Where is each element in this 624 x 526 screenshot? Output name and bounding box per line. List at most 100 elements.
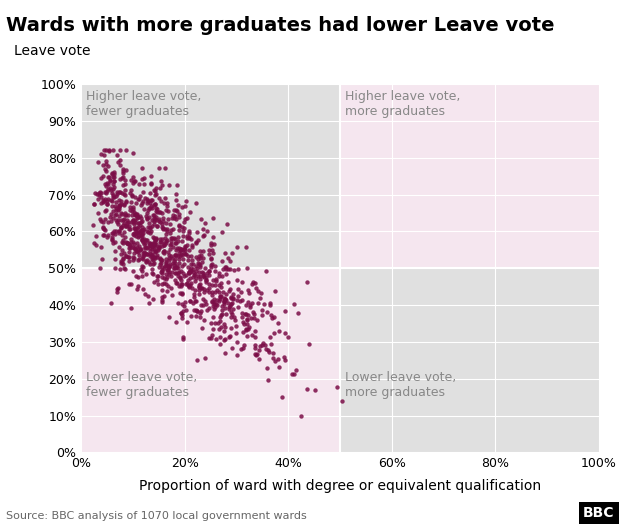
Point <box>206 263 216 271</box>
Point <box>103 218 113 226</box>
Point <box>200 297 210 305</box>
Point <box>147 216 157 225</box>
Point <box>155 254 165 262</box>
Point <box>146 172 156 180</box>
Point <box>101 189 111 197</box>
Point <box>220 310 230 319</box>
Point <box>145 229 155 238</box>
Point <box>129 242 139 251</box>
Point <box>151 204 161 212</box>
Point <box>179 301 189 310</box>
Point <box>112 218 122 226</box>
Point <box>147 250 157 259</box>
Point <box>157 269 167 277</box>
Point <box>180 243 190 251</box>
Point <box>211 335 221 343</box>
Point <box>170 214 180 222</box>
Point <box>217 257 227 266</box>
Point <box>156 268 166 276</box>
Point <box>150 200 160 208</box>
Point <box>137 231 147 240</box>
Point <box>157 298 167 307</box>
Point <box>134 195 144 203</box>
Point <box>114 227 124 235</box>
Point <box>184 234 194 242</box>
Point <box>119 238 129 247</box>
Point <box>92 190 102 198</box>
Bar <box>81 84 340 268</box>
Point <box>119 173 129 181</box>
Point <box>198 271 208 280</box>
Point <box>165 262 175 271</box>
Point <box>208 325 218 333</box>
Point <box>124 248 134 257</box>
Point <box>204 267 214 276</box>
Point <box>160 262 170 270</box>
Point <box>134 180 144 188</box>
Point <box>123 210 133 219</box>
Point <box>205 319 215 328</box>
Point <box>174 226 184 234</box>
Point <box>184 233 194 241</box>
Point <box>243 325 253 333</box>
Point <box>185 281 195 289</box>
Point <box>190 297 200 305</box>
Point <box>233 265 243 274</box>
Point <box>217 310 227 319</box>
Point <box>144 213 154 221</box>
Point <box>129 240 139 249</box>
Point <box>148 259 158 268</box>
Point <box>117 189 127 197</box>
Point <box>265 332 275 341</box>
Point <box>220 349 230 357</box>
Point <box>120 186 130 194</box>
Point <box>165 240 175 249</box>
Point <box>152 222 162 230</box>
Point <box>157 235 167 244</box>
Point <box>110 264 120 272</box>
Point <box>149 217 158 225</box>
Point <box>150 248 160 257</box>
Point <box>250 327 260 335</box>
Point <box>146 196 156 205</box>
Point <box>195 263 205 271</box>
Point <box>112 285 122 294</box>
Point <box>130 215 140 224</box>
Point <box>215 340 225 348</box>
Point <box>145 224 155 232</box>
Point <box>260 341 270 350</box>
Point <box>118 181 128 189</box>
Point <box>109 227 119 235</box>
Point <box>241 316 251 325</box>
Point <box>177 309 187 317</box>
Point <box>196 284 206 292</box>
Point <box>252 350 262 359</box>
Point <box>220 297 230 306</box>
Point <box>138 238 148 246</box>
Point <box>150 242 160 250</box>
Point <box>137 226 147 234</box>
Point <box>87 221 97 229</box>
Point <box>231 329 241 337</box>
Point <box>162 226 172 235</box>
Point <box>115 196 125 205</box>
Point <box>207 331 217 340</box>
Point <box>216 283 226 291</box>
Point <box>236 345 246 353</box>
Point <box>193 255 203 263</box>
Point <box>152 276 162 285</box>
Point <box>99 231 109 239</box>
Point <box>140 238 150 247</box>
Point <box>183 281 193 289</box>
Point <box>251 351 261 359</box>
Point <box>117 258 127 266</box>
Point <box>274 363 284 371</box>
Point <box>151 184 161 192</box>
Point <box>150 216 160 224</box>
Point <box>204 288 214 296</box>
Point <box>175 250 185 258</box>
Point <box>187 279 197 288</box>
Point <box>124 222 134 230</box>
Point <box>220 335 230 343</box>
Point <box>152 272 162 280</box>
